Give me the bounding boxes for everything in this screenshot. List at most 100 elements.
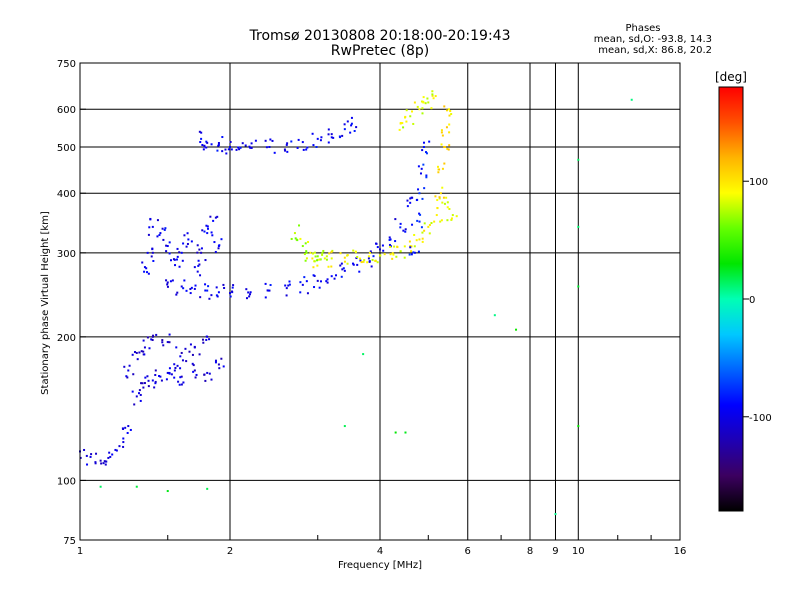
x-tick-label: 6 bbox=[465, 546, 471, 557]
data-point bbox=[358, 270, 361, 273]
data-point bbox=[215, 294, 218, 297]
data-point bbox=[148, 347, 151, 350]
data-point bbox=[250, 142, 253, 145]
data-point bbox=[327, 141, 330, 144]
data-point bbox=[135, 395, 138, 398]
data-point bbox=[124, 426, 127, 429]
data-point bbox=[399, 250, 402, 253]
y-tick-label: 600 bbox=[57, 105, 76, 116]
data-point bbox=[367, 257, 370, 260]
data-point bbox=[131, 353, 134, 356]
data-point bbox=[114, 448, 117, 451]
data-point bbox=[413, 251, 416, 254]
data-point bbox=[86, 463, 89, 466]
data-point bbox=[115, 449, 118, 452]
data-point bbox=[248, 293, 251, 296]
data-point bbox=[330, 275, 333, 278]
data-point bbox=[264, 296, 267, 299]
data-point bbox=[192, 364, 195, 367]
data-point bbox=[125, 375, 128, 378]
data-point bbox=[102, 462, 105, 465]
data-point bbox=[404, 230, 407, 233]
data-point bbox=[175, 293, 178, 296]
data-point bbox=[193, 266, 196, 269]
data-point bbox=[325, 280, 328, 283]
data-point bbox=[304, 242, 307, 245]
data-points bbox=[79, 90, 633, 516]
data-point bbox=[391, 257, 394, 260]
data-point bbox=[445, 196, 448, 199]
data-point bbox=[402, 229, 405, 232]
data-point bbox=[139, 393, 142, 396]
data-point bbox=[152, 259, 155, 262]
data-point bbox=[196, 251, 199, 254]
data-point bbox=[434, 195, 437, 198]
data-point bbox=[218, 244, 221, 247]
data-point bbox=[205, 338, 208, 341]
data-point bbox=[326, 281, 329, 284]
data-point bbox=[165, 250, 168, 253]
data-point bbox=[367, 255, 370, 258]
data-point bbox=[166, 283, 169, 286]
data-point bbox=[423, 187, 426, 190]
data-point bbox=[189, 343, 192, 346]
data-point bbox=[423, 222, 426, 225]
data-point bbox=[328, 252, 331, 255]
data-point bbox=[293, 232, 296, 235]
data-point bbox=[218, 367, 221, 370]
data-point bbox=[294, 237, 297, 240]
stats-line-o: mean, sd,O: -93.8, 14.3 bbox=[594, 34, 712, 45]
data-point bbox=[343, 128, 346, 131]
data-point bbox=[210, 231, 213, 234]
data-point bbox=[201, 338, 204, 341]
data-point bbox=[216, 149, 219, 152]
data-point bbox=[311, 132, 314, 135]
data-point bbox=[173, 376, 176, 379]
data-point bbox=[186, 232, 189, 235]
data-point bbox=[170, 373, 173, 376]
data-point bbox=[425, 152, 428, 155]
data-point bbox=[250, 146, 253, 149]
data-point bbox=[221, 150, 224, 153]
data-point bbox=[200, 251, 203, 254]
data-point bbox=[342, 267, 345, 270]
data-point bbox=[351, 262, 354, 265]
data-point bbox=[382, 249, 385, 252]
data-point bbox=[176, 364, 179, 367]
data-point bbox=[437, 171, 440, 174]
data-point bbox=[343, 269, 346, 272]
data-point bbox=[122, 441, 125, 444]
data-point bbox=[411, 110, 414, 113]
data-point bbox=[418, 108, 421, 111]
data-point bbox=[166, 285, 169, 288]
data-point bbox=[166, 245, 169, 248]
data-point bbox=[330, 133, 333, 136]
data-point bbox=[394, 240, 397, 243]
data-point bbox=[151, 248, 154, 251]
data-point bbox=[313, 251, 316, 254]
data-point bbox=[230, 148, 233, 151]
data-point bbox=[425, 176, 428, 179]
data-point bbox=[245, 288, 248, 291]
data-point bbox=[201, 143, 204, 146]
data-point bbox=[309, 251, 312, 254]
data-point bbox=[154, 382, 157, 385]
data-point bbox=[214, 250, 217, 253]
data-point bbox=[202, 148, 205, 151]
data-point bbox=[183, 279, 186, 282]
data-point bbox=[427, 225, 430, 228]
data-point bbox=[168, 333, 171, 336]
chart-subtitle: RwPretec (8p) bbox=[331, 43, 429, 59]
data-point bbox=[341, 268, 344, 271]
data-point bbox=[107, 456, 110, 459]
data-point bbox=[394, 431, 397, 434]
data-point bbox=[192, 370, 195, 373]
data-point bbox=[151, 335, 154, 338]
data-point bbox=[332, 136, 335, 139]
data-point bbox=[147, 379, 150, 382]
data-point bbox=[127, 425, 130, 428]
data-point bbox=[330, 136, 333, 139]
data-point bbox=[360, 261, 363, 264]
data-point bbox=[143, 382, 146, 385]
data-point bbox=[118, 445, 121, 448]
